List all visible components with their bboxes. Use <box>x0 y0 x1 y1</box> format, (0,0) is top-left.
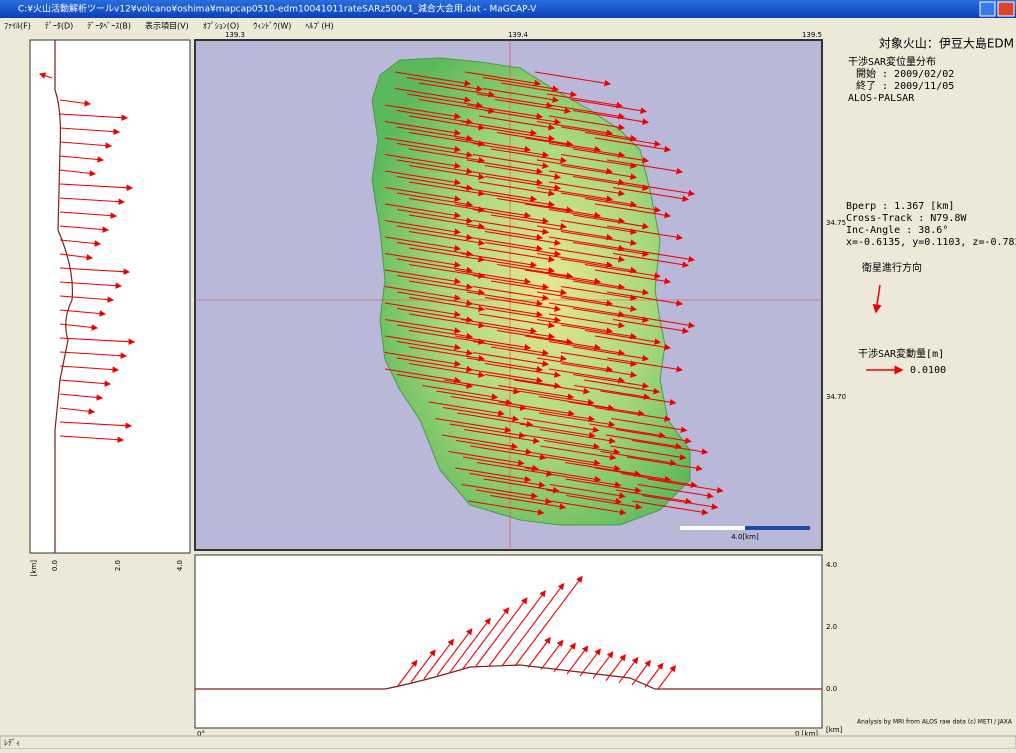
lat-tick: 34.75 <box>826 219 846 227</box>
bottom-tick: 4.0 <box>826 561 837 569</box>
status-text: ﾚﾃﾞｨ <box>4 739 20 748</box>
info-inc-angle: Inc-Angle : 38.6° <box>846 225 948 236</box>
maximize-button[interactable] <box>980 2 995 16</box>
bottom-tick: [km] <box>826 726 843 734</box>
menu-item[interactable]: ｳｨﾝﾄﾞｳ(W) <box>253 22 291 31</box>
direction-label: 衛星進行方向 <box>862 261 922 274</box>
status-bar <box>0 736 1016 749</box>
scale-label: 4.0[km] <box>731 533 759 541</box>
menu-item[interactable]: ﾌｧｲﾙ(F) <box>4 22 31 31</box>
left-tick: 2.0 <box>114 560 122 571</box>
info-start: 開始 : 2009/02/02 <box>856 67 954 80</box>
left-tick: 4.0 <box>176 560 184 571</box>
direction-arrow <box>876 285 880 312</box>
bottom-tick: 2.0 <box>826 623 837 631</box>
lon-tick: 139.5 <box>802 31 822 39</box>
menu-item[interactable]: ﾃﾞｰﾀﾍﾞｰｽ(B) <box>87 22 131 31</box>
info-sensor: ALOS-PALSAR <box>848 93 915 104</box>
legend-value: 0.0100 <box>910 365 946 376</box>
lon-tick: 139.3 <box>225 31 245 39</box>
menu-item[interactable]: ﾍﾙﾌﾟ(H) <box>305 22 333 31</box>
bottom-profile-panel <box>195 555 822 728</box>
lon-tick: 139.4 <box>508 31 529 39</box>
info-cross-track: Cross-Track : N79.8W <box>846 213 967 224</box>
lat-tick: 34.70 <box>826 393 846 401</box>
scale-bar-white <box>680 526 745 530</box>
menu-item[interactable]: ｵﾌﾟｼｮﾝ(O) <box>203 22 240 31</box>
info-end: 終了 : 2009/11/05 <box>856 79 954 92</box>
menu-bar: ﾌｧｲﾙ(F) ﾃﾞｰﾀ(D) ﾃﾞｰﾀﾍﾞｰｽ(B) 表示項目(V) ｵﾌﾟｼｮﾝ(O… <box>4 21 334 31</box>
scale-bar-blue <box>745 526 810 530</box>
app-window: C:¥火山活動解析ツールv12¥volcano¥oshima¥mapcap051… <box>0 0 1016 749</box>
volcano-name: 対象火山：伊豆大島EDM <box>879 36 1014 51</box>
legend-title: 干渉SAR変動量[m] <box>858 347 944 360</box>
window-title: C:¥火山活動解析ツールv12¥volcano¥oshima¥mapcap051… <box>18 3 537 15</box>
info-vector: x=-0.6135, y=0.1103, z=-0.7820 <box>846 237 1016 248</box>
info-bperp: Bperp : 1.367 [km] <box>846 201 954 212</box>
left-tick: [km] <box>30 560 38 577</box>
menu-item[interactable]: 表示項目(V) <box>145 21 189 31</box>
menu-item[interactable]: ﾃﾞｰﾀ(D) <box>45 22 73 31</box>
bottom-tick: 0.0 <box>826 685 837 693</box>
info-heading: 干渉SAR変位量分布 <box>848 55 936 68</box>
credit: Analysis by MRI from ALOS raw data (c) M… <box>857 719 1013 726</box>
left-tick: 0.0 <box>51 560 59 571</box>
close-button[interactable] <box>998 2 1014 16</box>
